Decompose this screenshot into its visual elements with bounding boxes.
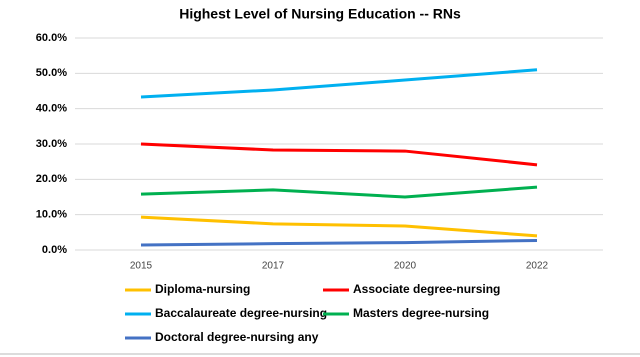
y-tick-label: 60.0% xyxy=(36,32,67,44)
legend-label: Diploma-nursing xyxy=(155,282,250,296)
x-tick-label: 2015 xyxy=(130,261,153,272)
y-tick-label: 10.0% xyxy=(36,209,67,221)
legend-label: Masters degree-nursing xyxy=(353,306,489,320)
legend-label: Baccalaureate degree-nursing xyxy=(155,306,327,320)
series-line xyxy=(140,142,538,167)
x-tick-label: 2022 xyxy=(526,261,549,272)
legend-label: Doctoral degree-nursing any xyxy=(155,330,319,344)
series-line xyxy=(140,185,538,199)
y-tick-label: 30.0% xyxy=(36,138,67,150)
x-tick-label: 2017 xyxy=(262,261,285,272)
series-line xyxy=(140,68,538,99)
y-tick-label: 0.0% xyxy=(42,244,67,256)
y-tick-label: 50.0% xyxy=(36,67,67,79)
series-line xyxy=(140,238,538,247)
y-tick-label: 40.0% xyxy=(36,103,67,115)
x-tick-label: 2020 xyxy=(394,261,417,272)
series-line xyxy=(140,215,538,238)
chart-title: Highest Level of Nursing Education -- RN… xyxy=(179,6,461,22)
legend-label: Associate degree-nursing xyxy=(353,282,500,296)
y-tick-label: 20.0% xyxy=(36,173,67,185)
